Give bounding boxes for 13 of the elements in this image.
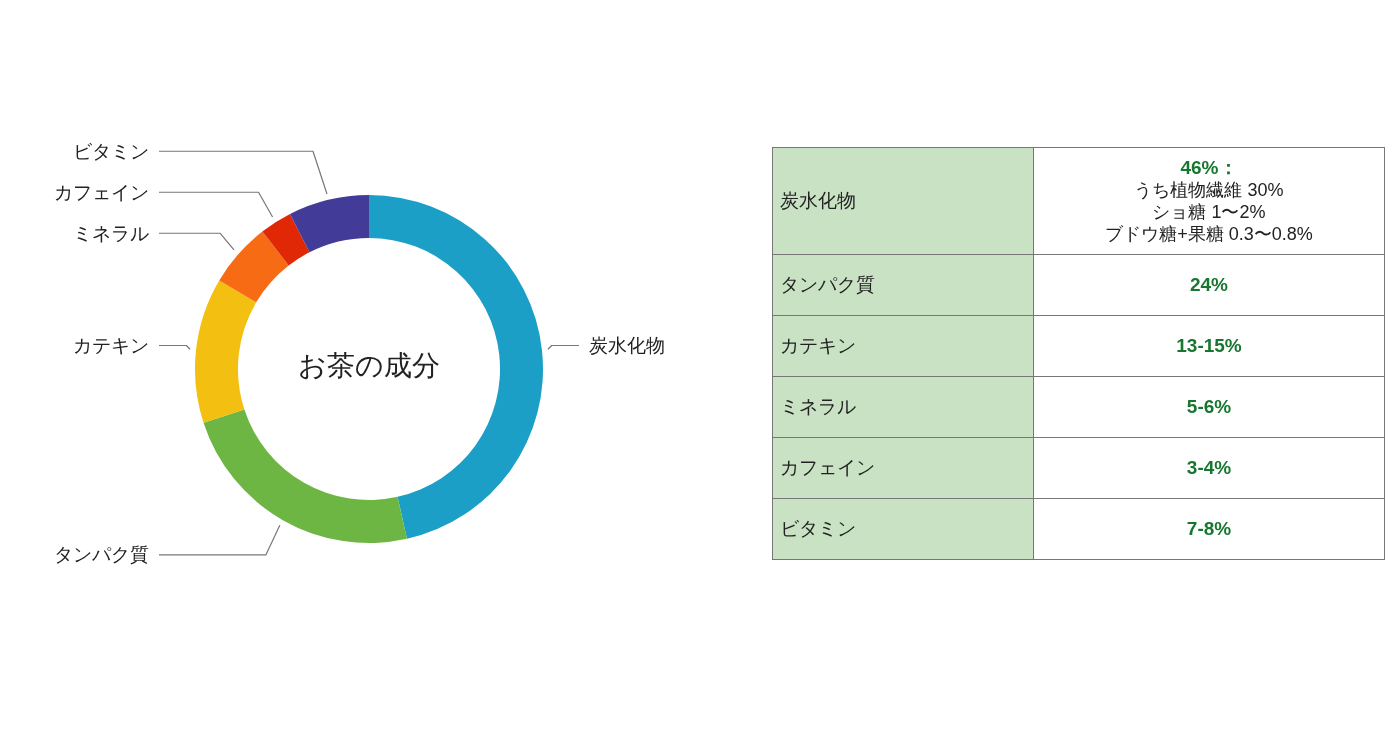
slice-label: カフェイン bbox=[54, 181, 149, 203]
slice-label: 炭水化物 bbox=[589, 335, 665, 357]
category-label: カテキン bbox=[780, 335, 856, 356]
category-label: カフェイン bbox=[780, 457, 875, 478]
category-label: 炭水化物 bbox=[780, 190, 856, 211]
category-label: ビタミン bbox=[780, 518, 856, 539]
slice-label: カテキン bbox=[73, 335, 149, 357]
slice-label: ビタミン bbox=[73, 140, 149, 162]
text: お茶の成分 bbox=[298, 349, 440, 381]
category-label: タンパク質 bbox=[780, 274, 875, 295]
slice-label: タンパク質 bbox=[54, 544, 149, 566]
slice-label: ミネラル bbox=[73, 222, 149, 244]
category-label: ミネラル bbox=[780, 396, 856, 417]
